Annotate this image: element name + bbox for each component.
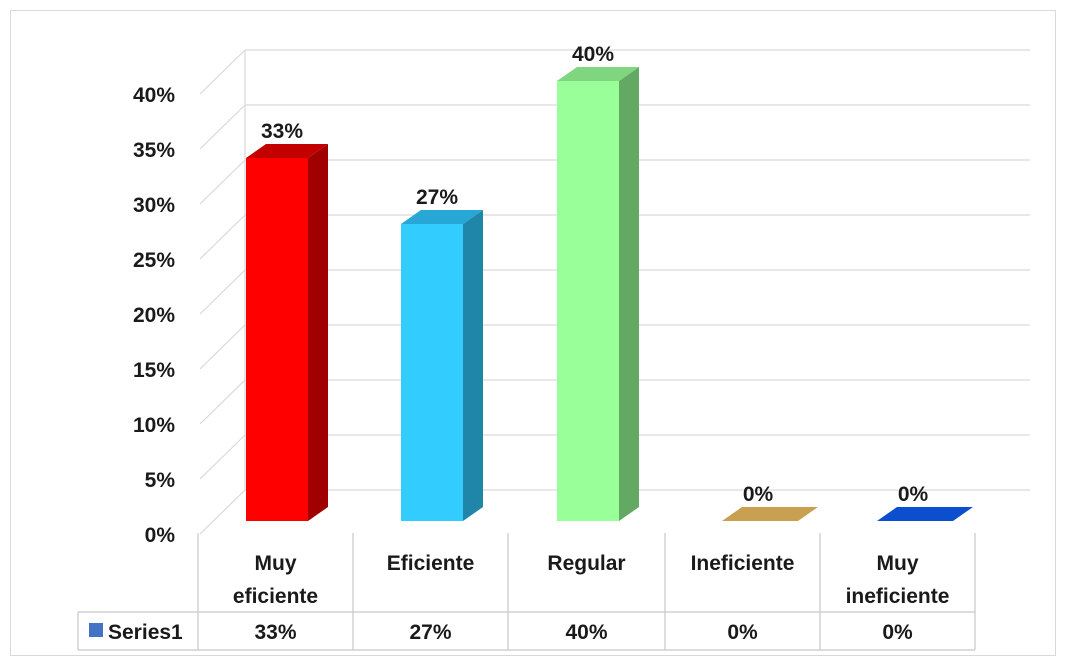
gridline-side bbox=[199, 269, 246, 315]
table-value: 0% bbox=[727, 621, 758, 644]
table-value: 0% bbox=[882, 621, 913, 644]
bar-side bbox=[308, 144, 328, 521]
data-label: 40% bbox=[572, 43, 614, 66]
y-axis-ticks: 0% 5% 10% 15% 20% 25% 30% 35% 40% bbox=[133, 84, 175, 547]
gridline-side bbox=[199, 434, 246, 480]
x-tick-label: eficiente bbox=[233, 585, 318, 608]
data-table: Muy eficiente 33% Eficiente 27% Regular 40% Ine… bbox=[77, 533, 976, 651]
gridline-side bbox=[199, 214, 246, 260]
y-tick-label: 30% bbox=[133, 194, 175, 217]
x-tick-label: ineficiente bbox=[846, 585, 950, 608]
gridline-side bbox=[199, 324, 246, 370]
x-tick-label: Regular bbox=[547, 552, 625, 575]
bar-side bbox=[463, 210, 483, 521]
bar-flat bbox=[877, 507, 973, 521]
y-tick-label: 35% bbox=[133, 139, 175, 162]
bar-side bbox=[619, 67, 639, 521]
series-name: Series1 bbox=[108, 621, 183, 644]
table-value: 33% bbox=[254, 621, 296, 644]
bar-front bbox=[246, 158, 308, 521]
gridline-side bbox=[199, 379, 246, 425]
legend-key bbox=[89, 623, 103, 637]
bar bbox=[557, 67, 639, 521]
bar bbox=[722, 507, 818, 521]
bar-flat bbox=[722, 507, 818, 521]
bar-top bbox=[557, 67, 639, 81]
y-tick-label: 5% bbox=[145, 469, 176, 492]
y-tick-label: 15% bbox=[133, 359, 175, 382]
table-value: 27% bbox=[409, 621, 451, 644]
table-value: 40% bbox=[565, 621, 607, 644]
bar-front bbox=[401, 224, 463, 521]
bars bbox=[246, 67, 973, 521]
x-tick-label: Muy bbox=[877, 552, 919, 575]
gridline-side bbox=[199, 49, 246, 95]
data-label: 0% bbox=[743, 483, 774, 506]
y-tick-label: 20% bbox=[133, 304, 175, 327]
bar-front bbox=[557, 81, 619, 521]
data-labels: 33% 27% 40% 0% 0% bbox=[261, 43, 929, 506]
y-tick-label: 25% bbox=[133, 249, 175, 272]
y-tick-label: 10% bbox=[133, 414, 175, 437]
bar-top bbox=[401, 210, 483, 224]
x-tick-label: Eficiente bbox=[387, 552, 475, 575]
x-tick-label: Ineficiente bbox=[691, 552, 795, 575]
gridline-side bbox=[199, 104, 246, 150]
data-label: 33% bbox=[261, 120, 303, 143]
gridline-side bbox=[199, 159, 246, 205]
bar bbox=[401, 210, 483, 521]
y-tick-label: 0% bbox=[145, 524, 176, 547]
data-label: 0% bbox=[898, 483, 929, 506]
data-label: 27% bbox=[416, 186, 458, 209]
bar bbox=[246, 144, 328, 521]
x-tick-label: Muy bbox=[255, 552, 297, 575]
bar-top bbox=[246, 144, 328, 158]
gridline-side bbox=[199, 489, 246, 535]
chart-frame bbox=[10, 10, 1056, 656]
y-tick-label: 40% bbox=[133, 84, 175, 107]
bar bbox=[877, 507, 973, 521]
